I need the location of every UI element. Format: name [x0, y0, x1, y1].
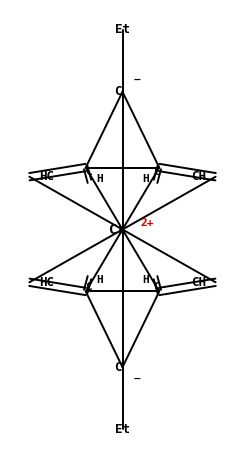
Text: C: C	[114, 85, 121, 98]
Text: Cr: Cr	[109, 223, 126, 236]
Text: HC: HC	[39, 170, 54, 183]
Text: −: −	[134, 75, 141, 85]
Text: H: H	[96, 275, 103, 285]
Text: H: H	[96, 174, 103, 184]
Text: Et: Et	[115, 423, 130, 436]
Text: C: C	[153, 282, 160, 292]
Text: CH: CH	[191, 276, 206, 289]
Text: C: C	[85, 167, 92, 177]
Text: CH: CH	[191, 170, 206, 183]
Text: C: C	[85, 282, 92, 292]
Text: H: H	[142, 174, 149, 184]
Text: 2+: 2+	[140, 218, 154, 228]
Text: C: C	[153, 167, 160, 177]
Text: HC: HC	[39, 276, 54, 289]
Text: H: H	[142, 275, 149, 285]
Text: −: −	[134, 374, 141, 384]
Text: C: C	[114, 361, 121, 374]
Text: Et: Et	[115, 23, 130, 36]
